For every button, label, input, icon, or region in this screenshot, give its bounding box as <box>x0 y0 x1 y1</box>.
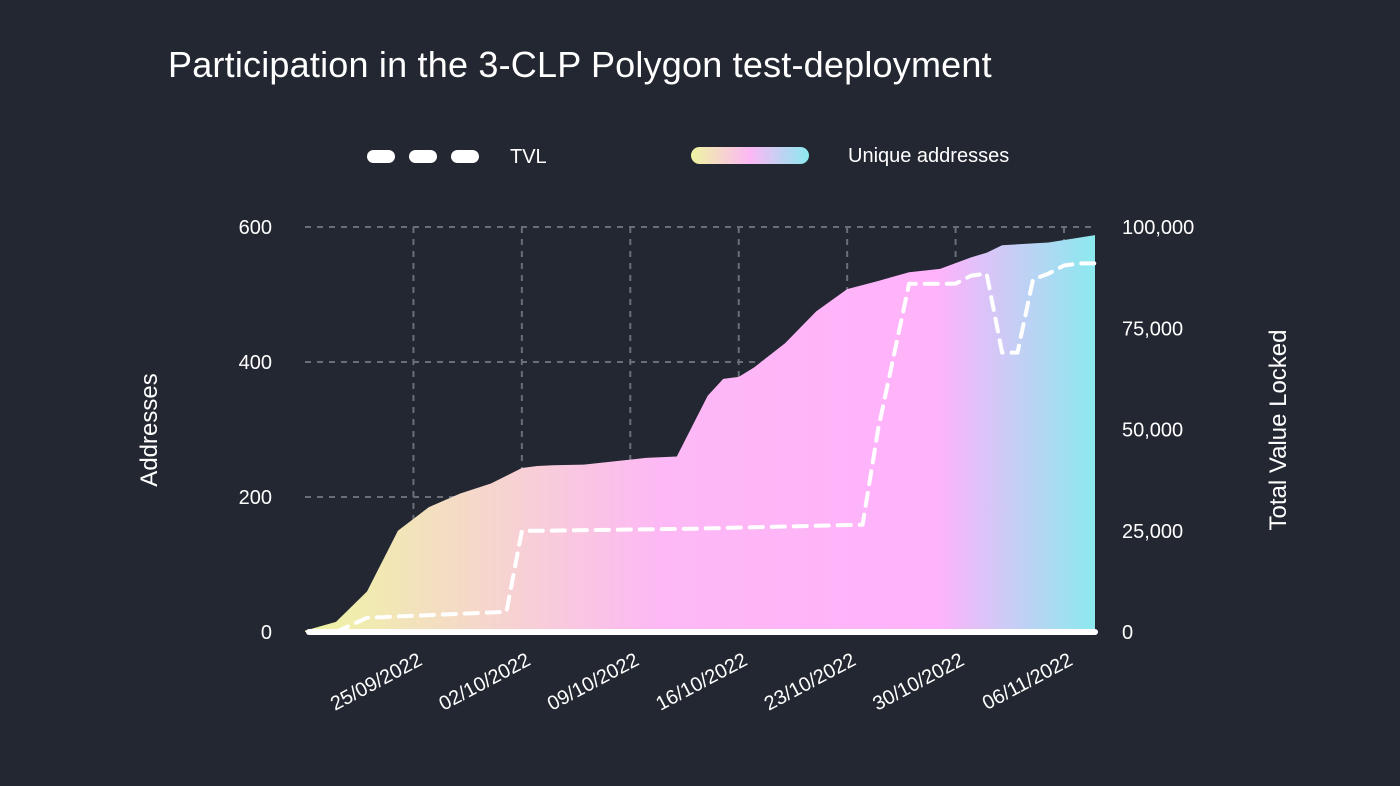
y-right-tick-label: 50,000 <box>1122 420 1183 442</box>
y-left-axis-title: Addresses <box>136 373 163 486</box>
y-left-tick-label: 400 <box>239 352 272 374</box>
y-left-axis: 0 200 400 600 <box>239 217 272 644</box>
legend-tvl-swatch <box>367 150 479 163</box>
y-right-tick-label: 100,000 <box>1122 217 1194 239</box>
legend-addresses-label: Unique addresses <box>848 145 1009 167</box>
x-axis: 25/09/2022 02/10/2022 09/10/2022 16/10/2022… <box>327 649 1076 715</box>
y-right-axis: 0 25,000 50,000 75,000 100,000 <box>1122 217 1194 644</box>
x-tick-label: 23/10/2022 <box>761 649 860 715</box>
x-tick-label: 06/11/2022 <box>979 649 1076 715</box>
legend-tvl-label: TVL <box>510 146 547 168</box>
y-left-tick-label: 200 <box>239 487 272 509</box>
tvl-line <box>334 261 1097 634</box>
y-left-tick-label: 600 <box>239 217 272 239</box>
addresses-area <box>305 235 1095 632</box>
y-right-tick-label: 75,000 <box>1122 318 1183 340</box>
x-tick-label: 09/10/2022 <box>544 649 643 715</box>
y-right-tick-label: 0 <box>1122 622 1133 644</box>
y-left-tick-label: 0 <box>261 622 272 644</box>
y-right-tick-label: 25,000 <box>1122 521 1183 543</box>
y-right-axis-title: Total Value Locked <box>1265 329 1292 530</box>
chart-title: Participation in the 3-CLP Polygon test-… <box>168 44 992 85</box>
x-tick-label: 30/10/2022 <box>869 649 968 715</box>
x-tick-label: 02/10/2022 <box>435 649 534 715</box>
x-tick-label: 16/10/2022 <box>652 649 751 715</box>
legend-addresses-swatch <box>691 147 809 164</box>
legend: TVL Unique addresses <box>367 145 1009 168</box>
x-tick-label: 25/09/2022 <box>327 649 426 715</box>
